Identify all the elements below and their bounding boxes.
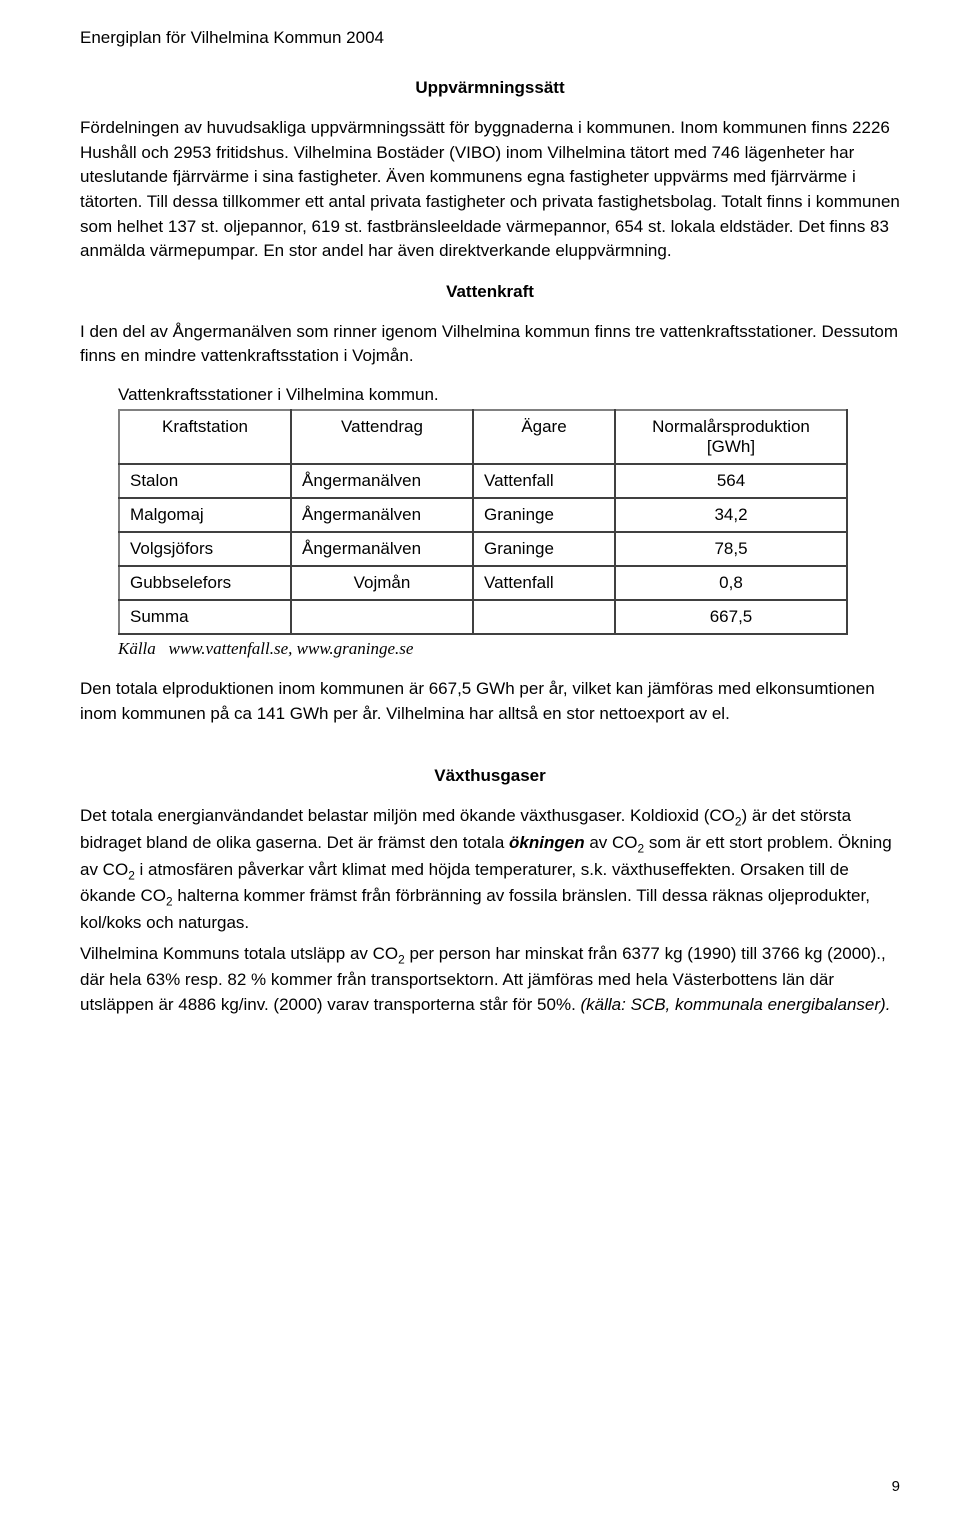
source-text: www.vattenfall.se, www.graninge.se [169, 639, 414, 658]
table-row-sum: Summa 667,5 [119, 600, 847, 634]
subscript-2: 2 [128, 868, 135, 882]
cell-river: Ångermanälven [291, 532, 473, 566]
col-header-river: Vattendrag [291, 410, 473, 464]
table-row: Volgsjöfors Ångermanälven Graninge 78,5 [119, 532, 847, 566]
text-fragment: halterna kommer främst från förbränning … [80, 886, 870, 932]
cell-owner: Graninge [473, 498, 615, 532]
section-title-greenhouse: Växthusgaser [80, 766, 900, 786]
page-number: 9 [892, 1478, 900, 1495]
subscript-2: 2 [735, 815, 742, 829]
cell-sum-value: 667,5 [615, 600, 847, 634]
col-header-station: Kraftstation [119, 410, 291, 464]
document-header: Energiplan för Vilhelmina Kommun 2004 [80, 28, 900, 48]
col-header-owner: Ägare [473, 410, 615, 464]
hydro-stations-table: Kraftstation Vattendrag Ägare Normalårsp… [118, 409, 848, 635]
cell-station: Stalon [119, 464, 291, 498]
table-caption: Vattenkraftsstationer i Vilhelmina kommu… [118, 385, 900, 405]
text-fragment: Det totala energianvändandet belastar mi… [80, 806, 735, 825]
cell-station: Volgsjöfors [119, 532, 291, 566]
greenhouse-paragraph-1: Det totala energianvändandet belastar mi… [80, 804, 900, 935]
subscript-2: 2 [398, 952, 405, 966]
cell-production: 78,5 [615, 532, 847, 566]
col-header-production: Normalårsproduktion [GWh] [615, 410, 847, 464]
subscript-2: 2 [166, 895, 173, 909]
table-source: Källa www.vattenfall.se, www.graninge.se [118, 639, 900, 659]
table-header-row: Kraftstation Vattendrag Ägare Normalårsp… [119, 410, 847, 464]
cell-production: 34,2 [615, 498, 847, 532]
heating-paragraph: Fördelningen av huvudsakliga uppvärmning… [80, 116, 900, 264]
table-row: Malgomaj Ångermanälven Graninge 34,2 [119, 498, 847, 532]
section-title-hydro: Vattenkraft [80, 282, 900, 302]
source-label: Källa [118, 639, 156, 658]
cell-production: 564 [615, 464, 847, 498]
hydro-intro-paragraph: I den del av Ångermanälven som rinner ig… [80, 320, 900, 369]
cell-owner: Vattenfall [473, 566, 615, 600]
cell-station: Malgomaj [119, 498, 291, 532]
section-title-heating: Uppvärmningssätt [80, 78, 900, 98]
cell-station: Gubbselefors [119, 566, 291, 600]
cell-empty [473, 600, 615, 634]
greenhouse-paragraph-2: Vilhelmina Kommuns totala utsläpp av CO2… [80, 942, 900, 1018]
table-row: Gubbselefors Vojmån Vattenfall 0,8 [119, 566, 847, 600]
cell-sum-label: Summa [119, 600, 291, 634]
text-fragment: av CO [585, 833, 638, 852]
cell-river: Ångermanälven [291, 464, 473, 498]
cell-owner: Graninge [473, 532, 615, 566]
cell-river: Vojmån [291, 566, 473, 600]
cell-river: Ångermanälven [291, 498, 473, 532]
cell-owner: Vattenfall [473, 464, 615, 498]
hydro-summary-paragraph: Den totala elproduktionen inom kommunen … [80, 677, 900, 726]
document-page: Energiplan för Vilhelmina Kommun 2004 Up… [0, 0, 960, 1519]
cell-production: 0,8 [615, 566, 847, 600]
table-row: Stalon Ångermanälven Vattenfall 564 [119, 464, 847, 498]
citation-italic: (källa: SCB, kommunala energibalanser). [581, 995, 891, 1014]
cell-empty [291, 600, 473, 634]
text-fragment: Vilhelmina Kommuns totala utsläpp av CO [80, 944, 398, 963]
emphasized-word: ökningen [509, 833, 585, 852]
